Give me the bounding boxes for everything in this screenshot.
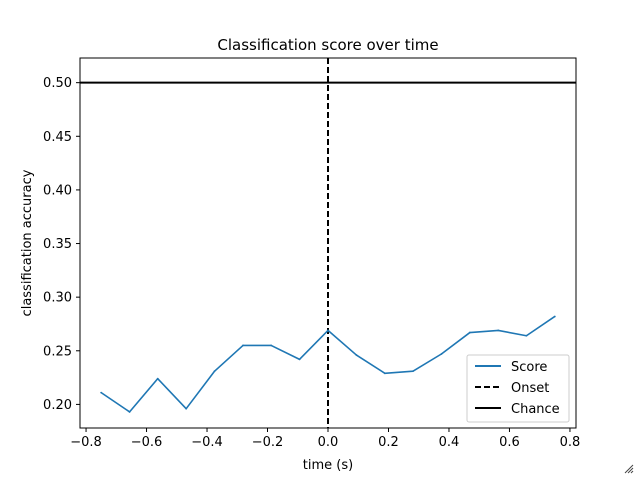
score-data-point bbox=[468, 331, 471, 334]
x-tick-label: 0.4 bbox=[439, 435, 460, 450]
score-data-point bbox=[497, 329, 500, 332]
legend-score-label: Score bbox=[511, 360, 547, 375]
score-data-point bbox=[355, 354, 358, 356]
score-data-point bbox=[213, 370, 216, 373]
x-tick-label: 0.6 bbox=[499, 435, 520, 450]
score-data-point bbox=[156, 377, 159, 380]
x-tick-label: 0.2 bbox=[378, 435, 399, 450]
score-data-point bbox=[242, 344, 244, 347]
y-tick-label: 0.35 bbox=[43, 237, 72, 252]
score-data-point bbox=[185, 407, 188, 410]
x-tick-label: −0.4 bbox=[191, 435, 223, 450]
x-tick-label: 0.0 bbox=[318, 435, 339, 450]
y-tick-label: 0.20 bbox=[43, 398, 72, 413]
legend-box bbox=[466, 354, 570, 423]
x-axis: −0.8 −0.6 −0.4 −0.2 0.0 0.2 0.4 0.6 0.8 bbox=[70, 428, 580, 450]
reference-lines bbox=[80, 58, 576, 428]
y-tick-label: 0.40 bbox=[43, 183, 72, 198]
series-layer bbox=[100, 315, 556, 413]
x-tick-label: −0.8 bbox=[70, 435, 102, 450]
legend: Score Onset Chance bbox=[466, 354, 570, 423]
y-axis-label: classification accuracy bbox=[20, 169, 35, 316]
score-data-point bbox=[525, 334, 528, 337]
score-data-point bbox=[553, 315, 556, 318]
resize-grip-icon[interactable] bbox=[624, 464, 634, 474]
score-data-point bbox=[100, 391, 103, 394]
y-tick-label: 0.25 bbox=[43, 344, 72, 359]
score-data-point bbox=[440, 353, 443, 355]
x-tick-label: −0.2 bbox=[252, 435, 284, 450]
score-data-point bbox=[270, 344, 273, 347]
y-tick-label: 0.50 bbox=[43, 76, 72, 91]
y-tick-label: 0.30 bbox=[43, 291, 72, 306]
score-data-point bbox=[298, 358, 301, 361]
y-tick-label: 0.45 bbox=[43, 130, 72, 145]
score-data-point bbox=[128, 411, 131, 413]
x-tick-label: −0.6 bbox=[131, 435, 163, 450]
x-tick-label: 0.8 bbox=[560, 435, 581, 450]
y-axis: 0.20 0.25 0.30 0.35 0.40 0.45 0.50 bbox=[43, 76, 80, 413]
legend-onset-label: Onset bbox=[511, 381, 549, 396]
score-data-point bbox=[383, 372, 386, 375]
legend-chance-label: Chance bbox=[511, 402, 560, 417]
chart-title: Classification score over time bbox=[217, 36, 438, 54]
score-data-point bbox=[327, 329, 329, 332]
x-axis-label: time (s) bbox=[303, 458, 353, 473]
score-data-point bbox=[412, 370, 414, 373]
